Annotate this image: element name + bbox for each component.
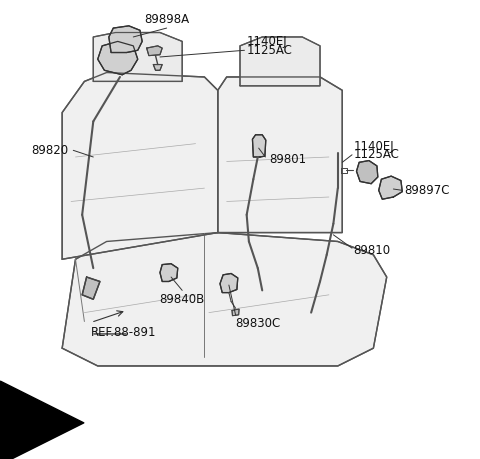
Polygon shape bbox=[240, 37, 320, 86]
Text: 89897C: 89897C bbox=[405, 184, 450, 197]
Text: FR.: FR. bbox=[42, 414, 64, 429]
Polygon shape bbox=[357, 161, 378, 184]
Polygon shape bbox=[82, 277, 100, 299]
Text: 89840B: 89840B bbox=[159, 292, 205, 306]
Text: 89898A: 89898A bbox=[144, 13, 189, 26]
Polygon shape bbox=[160, 264, 178, 281]
Polygon shape bbox=[146, 46, 162, 56]
Text: 1140EJ: 1140EJ bbox=[247, 35, 288, 48]
Text: 89801: 89801 bbox=[269, 153, 306, 166]
Polygon shape bbox=[153, 65, 162, 70]
Polygon shape bbox=[62, 233, 387, 366]
Text: 89820: 89820 bbox=[32, 144, 69, 157]
Text: REF.88-891: REF.88-891 bbox=[91, 326, 156, 339]
Polygon shape bbox=[98, 41, 138, 75]
Polygon shape bbox=[62, 73, 218, 259]
Text: 1125AC: 1125AC bbox=[247, 44, 292, 57]
Polygon shape bbox=[218, 77, 342, 233]
Polygon shape bbox=[220, 274, 238, 292]
Polygon shape bbox=[379, 176, 402, 199]
Text: 89830C: 89830C bbox=[236, 317, 281, 330]
Polygon shape bbox=[252, 135, 266, 157]
Text: 1125AC: 1125AC bbox=[353, 148, 399, 162]
Polygon shape bbox=[93, 33, 182, 81]
Polygon shape bbox=[232, 309, 239, 316]
Text: 89810: 89810 bbox=[353, 244, 391, 257]
Text: 1140EJ: 1140EJ bbox=[353, 140, 394, 152]
Polygon shape bbox=[109, 26, 142, 52]
